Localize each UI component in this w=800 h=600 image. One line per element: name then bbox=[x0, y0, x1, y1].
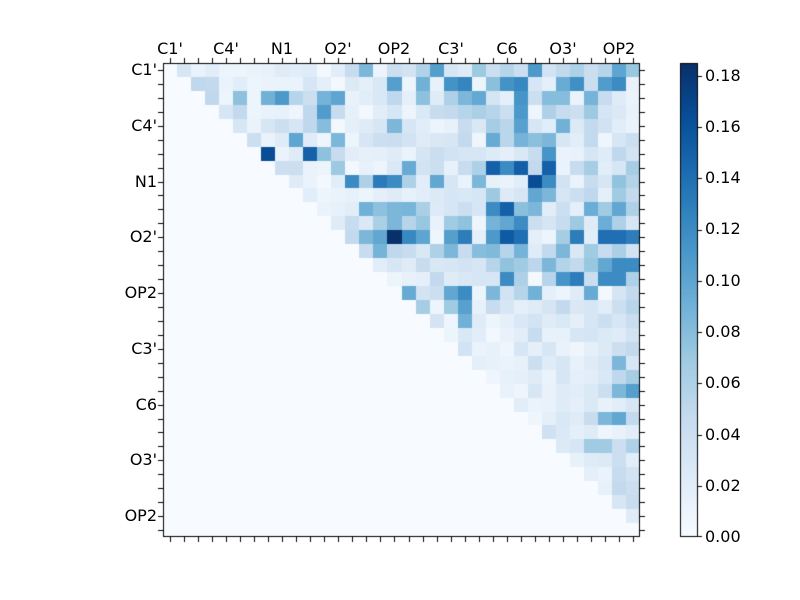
y-axis-tick-label: OP2 bbox=[124, 506, 157, 525]
x-axis-tick-label: OP2 bbox=[377, 39, 411, 58]
y-axis-tick-label: O3' bbox=[129, 450, 157, 469]
x-axis-tick-label: C1' bbox=[157, 39, 183, 58]
colorbar-tick-label: 0.10 bbox=[705, 271, 741, 290]
colorbar-tick-label: 0.18 bbox=[705, 66, 741, 85]
x-axis-tick-label: C4' bbox=[213, 39, 239, 58]
colorbar-tick-label: 0.04 bbox=[705, 425, 741, 444]
x-axis-tick-label: C3' bbox=[438, 39, 464, 58]
y-axis-tick-label: N1 bbox=[134, 172, 157, 191]
colorbar-tick-label: 0.02 bbox=[705, 476, 741, 495]
x-axis-tick-label: O3' bbox=[549, 39, 577, 58]
colorbar-tick-label: 0.12 bbox=[705, 219, 741, 238]
y-axis-tick-label: C3' bbox=[131, 339, 157, 358]
y-axis-tick-label: C1' bbox=[131, 60, 157, 79]
colorbar-tick-label: 0.16 bbox=[705, 117, 741, 136]
x-axis-tick-label: O2' bbox=[324, 39, 352, 58]
x-axis-tick-label: OP2 bbox=[602, 39, 636, 58]
colorbar-tick-label: 0.00 bbox=[705, 527, 741, 546]
colorbar-tick-label: 0.14 bbox=[705, 168, 741, 187]
y-axis-tick-label: C4' bbox=[131, 116, 157, 135]
x-axis-tick-label: C6 bbox=[496, 39, 518, 58]
colorbar-tick-label: 0.08 bbox=[705, 322, 741, 341]
colorbar-tick-label: 0.06 bbox=[705, 373, 741, 392]
y-axis-tick-label: C6 bbox=[135, 395, 157, 414]
x-axis-tick-label: N1 bbox=[270, 39, 294, 58]
y-axis-tick-label: O2' bbox=[129, 227, 157, 246]
y-axis-tick-label: OP2 bbox=[124, 283, 157, 302]
